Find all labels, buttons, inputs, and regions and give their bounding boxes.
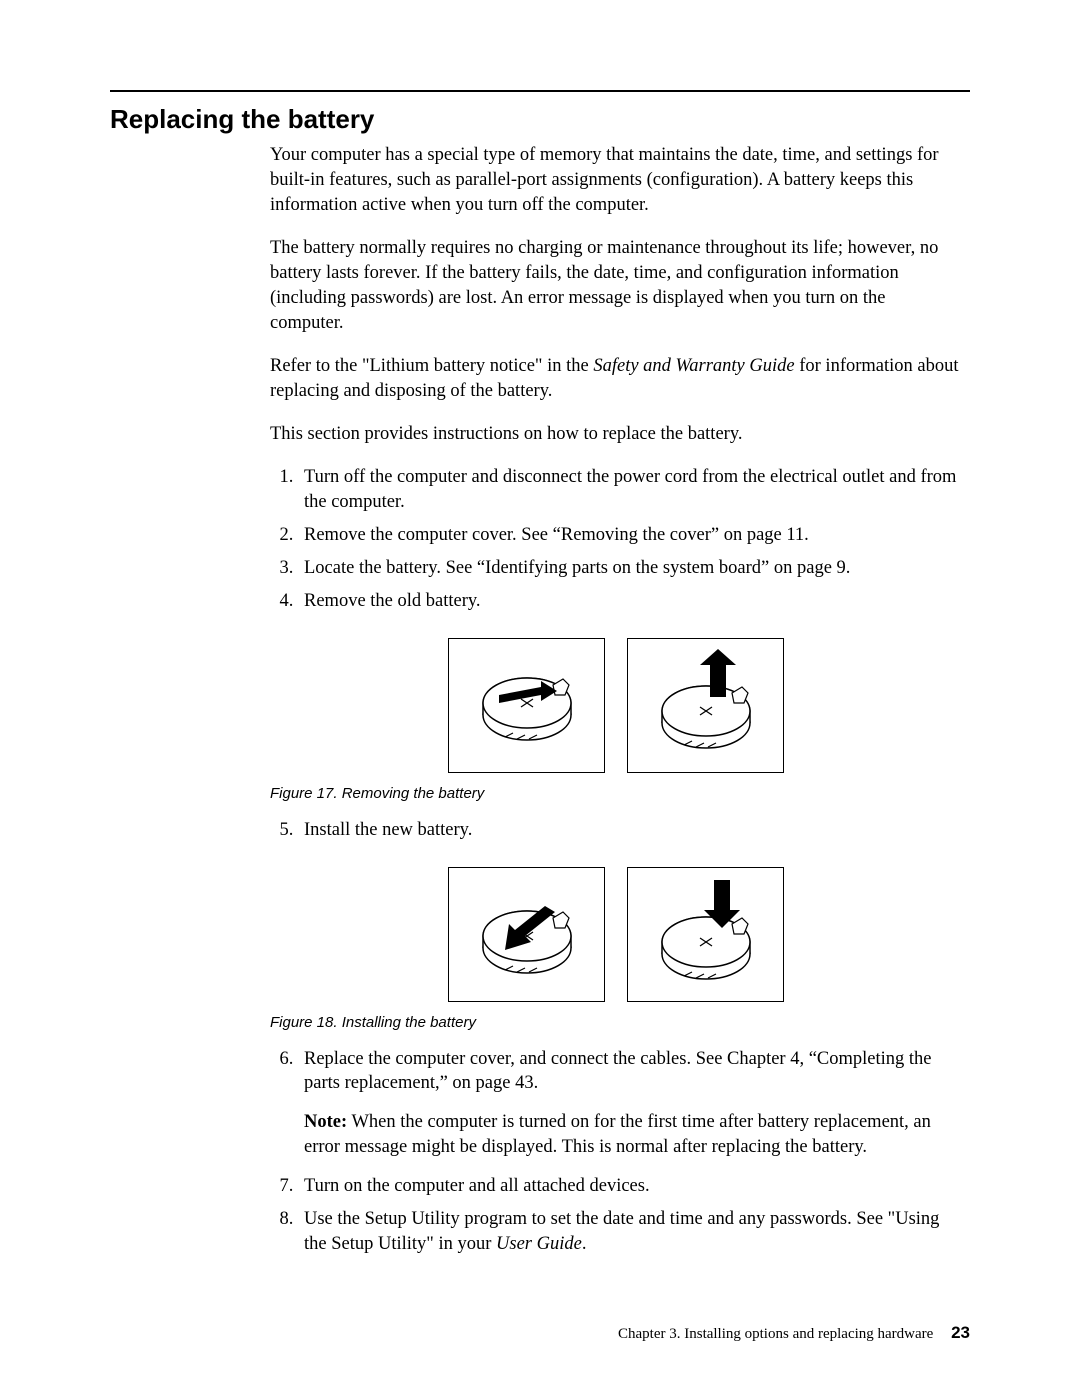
step-6-text: Replace the computer cover, and connect … xyxy=(304,1049,932,1094)
p3-ital: Safety and Warranty Guide xyxy=(593,356,794,376)
paragraph-3: Refer to the "Lithium battery notice" in… xyxy=(270,354,962,404)
note-label: Note: xyxy=(304,1112,347,1132)
step-6-note: Note: When the computer is turned on for… xyxy=(304,1110,962,1160)
figure-17-left xyxy=(448,638,605,773)
footer-chapter: Chapter 3. Installing options and replac… xyxy=(618,1326,933,1342)
step-2: Remove the computer cover. See “Removing… xyxy=(298,523,962,548)
steps-list-6: Replace the computer cover, and connect … xyxy=(270,1047,962,1258)
step-4: Remove the old battery. xyxy=(298,589,962,614)
figure-18-caption: Figure 18. Installing the battery xyxy=(270,1014,962,1031)
figure-17-pair xyxy=(270,638,962,773)
steps-list: Turn off the computer and disconnect the… xyxy=(270,465,962,614)
paragraph-4: This section provides instructions on ho… xyxy=(270,422,962,447)
step-6: Replace the computer cover, and connect … xyxy=(298,1047,962,1161)
step-8: Use the Setup Utility program to set the… xyxy=(298,1207,962,1257)
paragraph-1: Your computer has a special type of memo… xyxy=(270,143,962,218)
section-title: Replacing the battery xyxy=(110,104,970,135)
figure-17-caption: Figure 17. Removing the battery xyxy=(270,785,962,802)
page-footer: Chapter 3. Installing options and replac… xyxy=(618,1323,970,1343)
step-8-pre: Use the Setup Utility program to set the… xyxy=(304,1209,939,1254)
step-3: Locate the battery. See “Identifying par… xyxy=(298,556,962,581)
footer-page-number: 23 xyxy=(951,1323,970,1342)
section-rule xyxy=(110,90,970,92)
step-8-ital: User Guide xyxy=(496,1234,582,1254)
figure-18-pair xyxy=(270,867,962,1002)
battery-install-right-icon xyxy=(636,874,776,994)
note-body: When the computer is turned on for the f… xyxy=(304,1112,931,1157)
body-column: Your computer has a special type of memo… xyxy=(270,143,962,1257)
steps-list-5: Install the new battery. xyxy=(270,818,962,843)
figure-17-right xyxy=(627,638,784,773)
figure-18-left xyxy=(448,867,605,1002)
step-1: Turn off the computer and disconnect the… xyxy=(298,465,962,515)
figure-18-right xyxy=(627,867,784,1002)
battery-install-left-icon xyxy=(457,874,597,994)
p3-pre: Refer to the "Lithium battery notice" in… xyxy=(270,356,593,376)
page: Replacing the battery Your computer has … xyxy=(0,0,1080,1397)
step-7: Turn on the computer and all attached de… xyxy=(298,1174,962,1199)
paragraph-2: The battery normally requires no chargin… xyxy=(270,236,962,336)
battery-remove-right-icon xyxy=(636,645,776,765)
step-5: Install the new battery. xyxy=(298,818,962,843)
battery-remove-left-icon xyxy=(457,645,597,765)
step-8-post: . xyxy=(582,1234,587,1254)
